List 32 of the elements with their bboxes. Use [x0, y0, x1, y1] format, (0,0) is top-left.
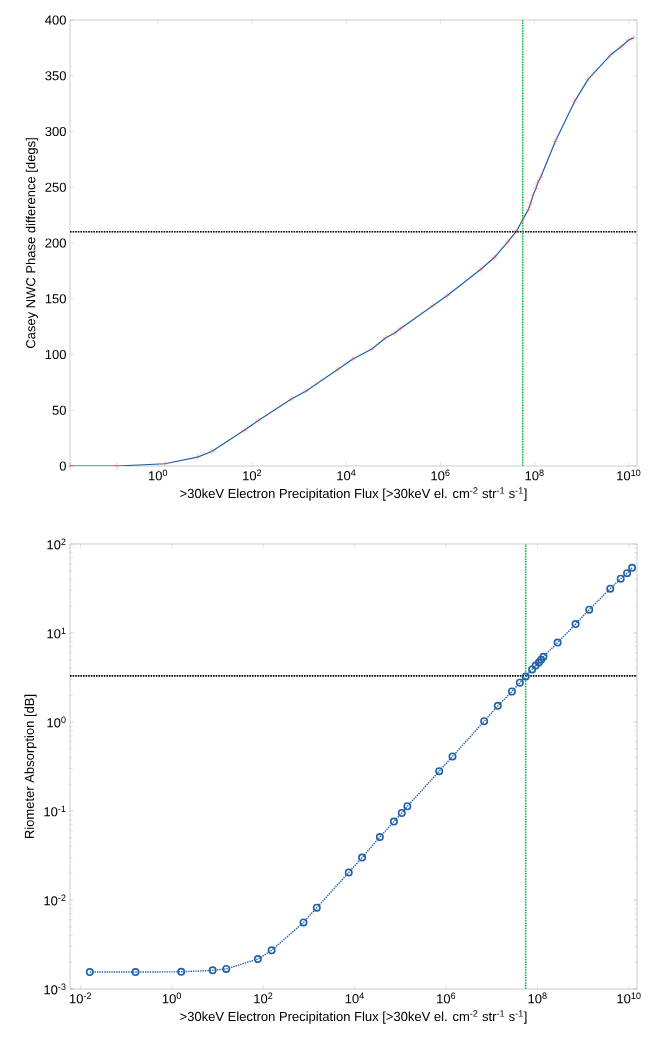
x-tick-label: 10$^{0}$ — [148, 469, 168, 481]
y-tick-label: 200 — [45, 238, 66, 248]
y-axis-title: Riometer Absorption [dB] — [24, 694, 37, 839]
x-axis-title: >30keV Electron Precipitation Flux [>30keV el. cm$^{-2}$ str$^{-1}$ s$^{-1}$] — [180, 1010, 527, 1024]
y-tick-label: 100 — [45, 349, 66, 360]
y-tick-label: 400 — [45, 15, 66, 25]
x-tick-label: 10$^{0}$ — [162, 992, 182, 1004]
y-tick-label: 10$^{0}$ — [47, 716, 66, 728]
y-tick-label: 50 — [52, 405, 66, 415]
x-tick-label: 10$^{2}$ — [254, 992, 273, 1004]
y-tick-label: 10$^{-1}$ — [44, 805, 66, 817]
x-tick-label: 10$^{8}$ — [528, 992, 547, 1004]
x-tick-label: 10$^{10}$ — [617, 469, 641, 481]
y-tick-label: 150 — [45, 294, 66, 304]
x-tick-label: 10$^{2}$ — [243, 469, 262, 481]
y-tick-label: 250 — [45, 182, 66, 192]
y-tick-label: 10$^{-2}$ — [44, 894, 66, 906]
x-tick-label: 10$^{4}$ — [345, 992, 364, 1004]
x-tick-label: 10$^{4}$ — [337, 469, 356, 481]
y-tick-label: 0 — [59, 461, 66, 471]
x-tick-label: 10$^{6}$ — [437, 992, 456, 1004]
x-axis-title: >30keV Electron Precipitation Flux [>30keV el. cm$^{-2}$ str$^{-1}$ s$^{-1}$] — [180, 487, 527, 501]
y-tick-label: 300 — [45, 126, 66, 137]
y-tick-label: 350 — [45, 71, 66, 81]
x-tick-label: 10$^{8}$ — [525, 469, 544, 481]
x-tick-label: 10$^{-2}$ — [69, 992, 92, 1004]
x-tick-label: 10$^{6}$ — [431, 469, 450, 481]
y-axis-title: Casey NWC Phase difference [degs] — [25, 138, 38, 349]
y-tick-label: 10$^{2}$ — [47, 538, 66, 550]
y-tick-label: 10$^{-3}$ — [44, 983, 66, 995]
x-tick-label: 10$^{10}$ — [617, 992, 641, 1004]
y-tick-label: 10$^{1}$ — [47, 627, 66, 639]
